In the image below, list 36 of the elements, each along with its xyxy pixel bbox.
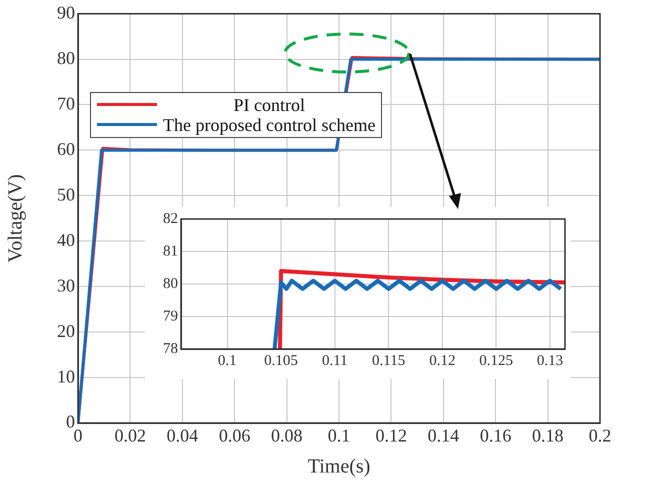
y-tick-label: 82	[163, 210, 178, 227]
x-tick-label: 0.125	[479, 352, 514, 369]
x-tick-label: 0.04	[166, 426, 198, 446]
y-tick-label: 0	[66, 412, 75, 432]
x-tick-label: 0.08	[271, 426, 303, 446]
x-tick-label: 0.18	[532, 426, 564, 446]
y-tick-label: 90	[57, 2, 75, 23]
x-tick-label: 0.11	[322, 352, 348, 369]
y-tick-label: 78	[163, 340, 178, 357]
x-tick-label: 0.14	[428, 426, 460, 446]
x-tick-label: 0.12	[429, 352, 456, 369]
x-tick-label: 0.1	[218, 352, 237, 369]
x-tick-label: 0.2	[588, 426, 612, 446]
x-tick-label: 0.115	[372, 352, 406, 369]
y-tick-label: 60	[57, 138, 75, 159]
legend-label: The proposed control scheme	[163, 114, 376, 135]
y-tick-label: 20	[57, 320, 75, 341]
y-axis-title: Voltage(V)	[4, 174, 26, 263]
y-tick-label: 30	[57, 275, 75, 296]
x-tick-label: 0.105	[264, 352, 298, 369]
y-tick-label: 70	[57, 93, 75, 114]
y-tick-label: 80	[163, 276, 178, 292]
y-tick-label: 80	[57, 48, 75, 68]
y-tick-label: 10	[57, 366, 75, 386]
x-tick-label: 0.02	[114, 426, 146, 446]
x-tick-label: 0.12	[375, 426, 407, 446]
x-tick-label: 0.13	[536, 352, 564, 369]
x-tick-label: 0.1	[328, 426, 350, 446]
x-axis-title: Time(s)	[308, 455, 370, 478]
series-label: PI control	[232, 94, 306, 115]
y-tick-label: 40	[57, 230, 75, 250]
y-tick-label: 79	[163, 308, 178, 324]
y-tick-label: 81	[163, 243, 178, 260]
y-tick-label: 50	[57, 184, 75, 204]
x-tick-label: 0.16	[480, 426, 512, 446]
x-tick-label: 0.06	[218, 426, 250, 446]
